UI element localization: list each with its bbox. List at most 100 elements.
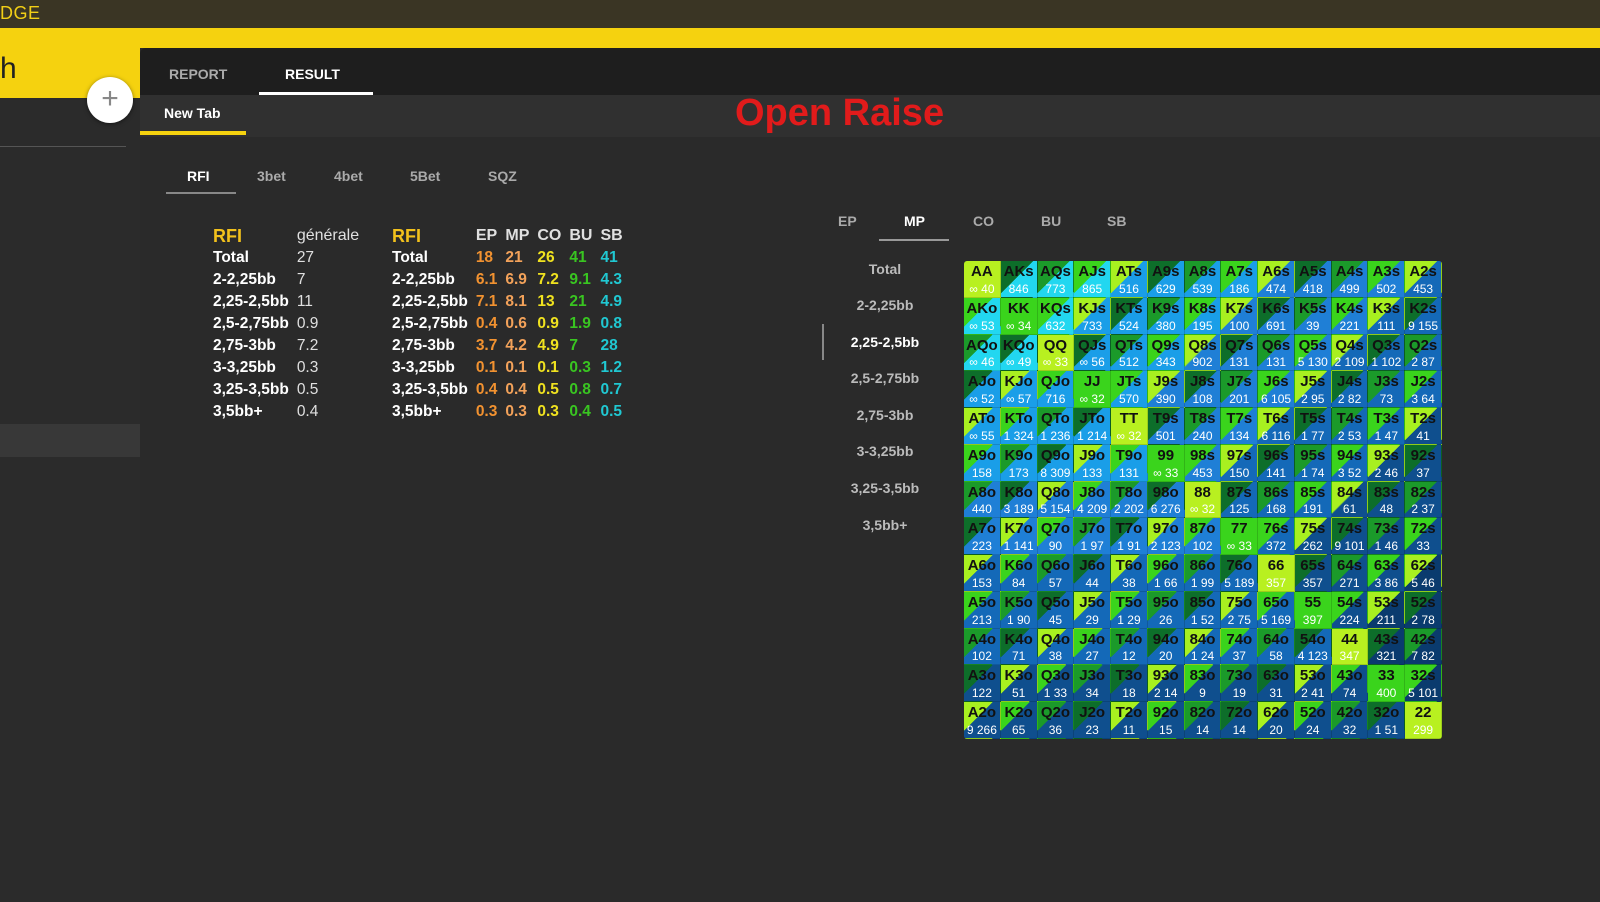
hand-cell[interactable]: QTs 512 [1111, 334, 1148, 372]
hand-cell[interactable]: 86s 168 [1258, 481, 1295, 519]
hand-cell[interactable]: T4s 2 53 [1331, 408, 1369, 445]
hand-cell[interactable]: 73s 1 46 [1368, 518, 1406, 556]
hand-cell[interactable]: 32s 5 101 [1405, 665, 1442, 703]
hand-cell[interactable]: 77 ∞ 33 [1221, 518, 1259, 556]
hand-cell[interactable]: Q3o 1 33 [1037, 665, 1075, 703]
hand-cell[interactable]: K8s 195 [1184, 297, 1222, 335]
hand-cell[interactable]: 83s 48 [1368, 481, 1406, 519]
hand-cell[interactable]: J2o 23 [1074, 702, 1112, 739]
hand-cell[interactable]: 65o 5 169 [1258, 591, 1295, 629]
hand-cell[interactable]: Q6o 57 [1037, 555, 1075, 592]
pos-tab-ep[interactable]: EP [838, 213, 857, 229]
hand-cell[interactable]: 33 400 [1368, 665, 1406, 703]
hand-cell[interactable]: Q8o 5 154 [1037, 481, 1075, 519]
hand-cell[interactable]: 43o 74 [1331, 665, 1369, 703]
hand-cell[interactable]: K5s 39 [1294, 297, 1332, 335]
hand-cell[interactable]: Q5o 45 [1037, 591, 1075, 629]
hand-cell[interactable]: 92o 15 [1147, 702, 1185, 739]
subtab-5bet[interactable]: 5Bet [410, 168, 441, 184]
hand-cell[interactable]: 92s 37 [1405, 444, 1442, 482]
hand-cell[interactable]: 97s 150 [1221, 444, 1259, 482]
hand-cell[interactable]: 43s 321 [1368, 628, 1406, 666]
hand-cell[interactable]: 97o 2 123 [1147, 518, 1185, 556]
hand-cell[interactable]: Q5s 5 130 [1294, 334, 1332, 372]
hand-cell[interactable]: AA ∞ 40 [964, 261, 1001, 298]
hand-cell[interactable]: A4o 102 [964, 628, 1001, 666]
hand-cell[interactable]: K7s 100 [1221, 297, 1259, 335]
tab-new-tab[interactable]: New Tab [164, 105, 221, 121]
hand-cell[interactable]: A7o 223 [964, 518, 1001, 556]
hand-cell[interactable]: 95s 1 74 [1294, 444, 1332, 482]
hand-cell[interactable]: 52o 24 [1294, 702, 1332, 739]
hand-cell[interactable]: 42o 32 [1331, 702, 1369, 739]
hand-cell[interactable]: T8s 240 [1184, 408, 1222, 445]
hand-cell[interactable]: T3o 18 [1111, 665, 1148, 703]
hand-cell[interactable]: 84o 1 24 [1184, 628, 1222, 666]
hand-cell[interactable]: KJo ∞ 57 [1000, 371, 1038, 409]
hand-cell[interactable]: AQo ∞ 46 [964, 334, 1001, 372]
hand-cell[interactable]: K8o 3 189 [1000, 481, 1038, 519]
hand-cell[interactable]: T7s 134 [1221, 408, 1259, 445]
hand-cell[interactable]: 63o 31 [1258, 665, 1295, 703]
hand-cell[interactable]: J4o 27 [1074, 628, 1112, 666]
hand-cell[interactable]: K6o 84 [1000, 555, 1038, 592]
hand-cell[interactable]: Q8s 902 [1184, 334, 1222, 372]
hand-cell[interactable]: 94s 3 52 [1331, 444, 1369, 482]
hand-cell[interactable]: JTo 1 214 [1074, 408, 1112, 445]
subtab-3bet[interactable]: 3bet [257, 168, 286, 184]
hand-cell[interactable]: K5o 1 90 [1000, 591, 1038, 629]
hand-cell[interactable]: AKo ∞ 53 [964, 297, 1001, 335]
hand-cell[interactable]: 53s 211 [1368, 591, 1406, 629]
hand-cell[interactable]: A7s 186 [1221, 261, 1259, 298]
hand-cell[interactable]: 83o 9 [1184, 665, 1222, 703]
hand-cell[interactable]: J5s 2 95 [1294, 371, 1332, 409]
hand-cell[interactable]: AJo ∞ 52 [964, 371, 1001, 409]
hand-cell[interactable]: T9s 501 [1147, 408, 1185, 445]
hand-cell[interactable]: 87o 102 [1184, 518, 1222, 556]
hand-cell[interactable]: Q9o 8 309 [1037, 444, 1075, 482]
hand-cell[interactable]: 76o 5 189 [1221, 555, 1259, 592]
hand-cell[interactable]: A6o 153 [964, 555, 1001, 592]
hand-cell[interactable]: T8o 2 202 [1111, 481, 1148, 519]
hand-cell[interactable]: Q9s 343 [1147, 334, 1185, 372]
hand-cell[interactable]: 85s 191 [1294, 481, 1332, 519]
hand-cell[interactable]: KTs 524 [1111, 297, 1148, 335]
hand-cell[interactable]: T4o 12 [1111, 628, 1148, 666]
hand-cell[interactable]: KTo 1 324 [1000, 408, 1038, 445]
hand-cell[interactable]: A4s 499 [1331, 261, 1369, 298]
hand-cell[interactable]: J5o 29 [1074, 591, 1112, 629]
hand-cell[interactable]: 85o 1 52 [1184, 591, 1222, 629]
hand-cell[interactable]: K2s 9 155 [1405, 297, 1442, 335]
hand-cell[interactable]: J3o 34 [1074, 665, 1112, 703]
hand-cell[interactable]: 96s 141 [1258, 444, 1295, 482]
hand-cell[interactable]: J9s 390 [1147, 371, 1185, 409]
stack-item[interactable]: 2,5-2,75bb [850, 370, 920, 386]
hand-cell[interactable]: A9s 629 [1147, 261, 1185, 298]
hand-cell[interactable]: AQs 773 [1037, 261, 1075, 298]
hand-cell[interactable]: KJs 733 [1074, 297, 1112, 335]
hand-cell[interactable]: A2o 9 266 [964, 702, 1001, 739]
hand-cell[interactable]: J3s 73 [1368, 371, 1406, 409]
hand-cell[interactable]: AKs 846 [1000, 261, 1038, 298]
hand-cell[interactable]: 73o 19 [1221, 665, 1259, 703]
hand-cell[interactable]: J7s 201 [1221, 371, 1259, 409]
hand-cell[interactable]: QTo 1 236 [1037, 408, 1075, 445]
hand-cell[interactable]: 63s 3 86 [1368, 555, 1406, 592]
hand-cell[interactable]: J6s 6 105 [1258, 371, 1295, 409]
hand-cell[interactable]: 93o 2 14 [1147, 665, 1185, 703]
hand-cell[interactable]: A8o 440 [964, 481, 1001, 519]
hand-cell[interactable]: K4o 71 [1000, 628, 1038, 666]
hand-cell[interactable]: 87s 125 [1221, 481, 1259, 519]
hand-cell[interactable]: QJs ∞ 56 [1074, 334, 1112, 372]
hand-cell[interactable]: 74o 37 [1221, 628, 1259, 666]
hand-cell[interactable]: 95o 26 [1147, 591, 1185, 629]
hand-cell[interactable]: T2s 41 [1405, 408, 1442, 445]
hand-cell[interactable]: A5s 418 [1294, 261, 1332, 298]
hand-cell[interactable]: 93s 2 46 [1368, 444, 1406, 482]
hand-cell[interactable]: 53o 2 41 [1294, 665, 1332, 703]
hand-cell[interactable]: 62o 20 [1258, 702, 1295, 739]
hand-cell[interactable]: A6s 474 [1258, 261, 1295, 298]
hand-cell[interactable]: K6s 691 [1258, 297, 1295, 335]
hand-cell[interactable]: JTs 570 [1111, 371, 1148, 409]
hand-cell[interactable]: KK ∞ 34 [1000, 297, 1038, 335]
